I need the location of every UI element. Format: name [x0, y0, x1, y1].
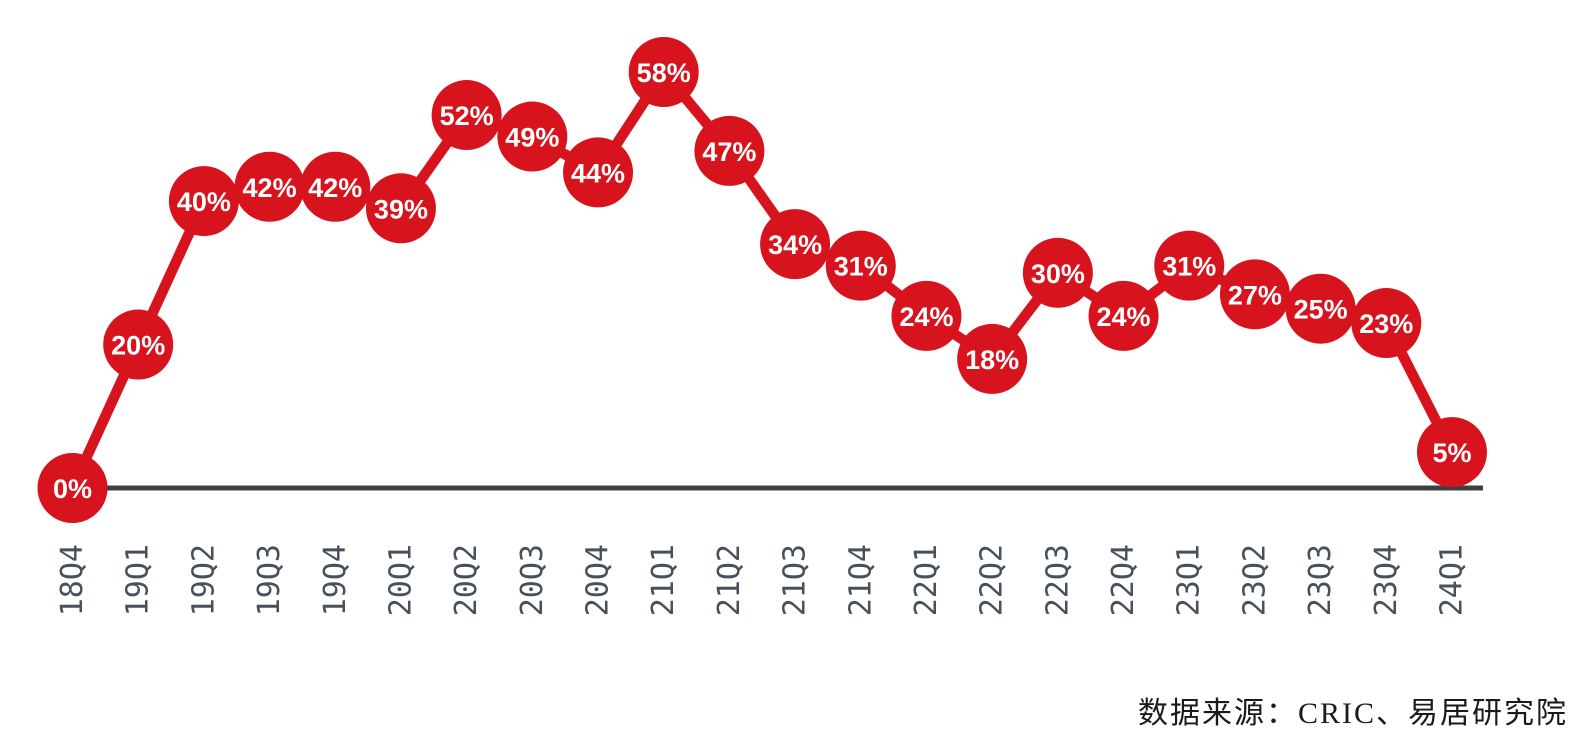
x-axis-tick-label: 19Q3 — [252, 544, 287, 616]
data-point-value: 24% — [899, 302, 953, 332]
data-point-marker — [628, 37, 699, 107]
data-point-value: 18% — [965, 345, 1019, 375]
data-point-value: 0% — [53, 474, 92, 504]
data-point-value: 5% — [1432, 438, 1471, 468]
data-point-marker — [1088, 280, 1159, 351]
x-axis-tick-label: 19Q1 — [121, 544, 156, 616]
x-axis-tick-label: 22Q3 — [1040, 544, 1075, 616]
data-point-marker — [694, 115, 765, 186]
data-point-marker — [300, 151, 371, 222]
x-axis-tick-label: 23Q4 — [1369, 544, 1404, 616]
data-point-value: 24% — [1097, 302, 1151, 332]
data-point-value: 40% — [177, 187, 231, 217]
data-point-value: 52% — [440, 101, 494, 131]
x-axis-tick-label: 19Q2 — [186, 544, 221, 616]
data-point-value: 30% — [1031, 259, 1085, 289]
x-axis-tick-label: 22Q1 — [909, 544, 944, 616]
data-point-marker — [957, 323, 1028, 394]
data-point-marker — [891, 280, 962, 351]
data-point-marker — [365, 173, 436, 244]
data-point-value: 23% — [1359, 309, 1413, 339]
data-point-marker — [1285, 273, 1356, 344]
x-axis-tick-label: 20Q1 — [383, 544, 418, 616]
data-point-value: 47% — [702, 137, 756, 167]
x-axis-tick-label: 20Q4 — [581, 544, 616, 616]
x-axis-tick-label: 22Q2 — [975, 544, 1010, 616]
x-axis-tick-label: 20Q3 — [515, 544, 550, 616]
data-point-marker — [103, 309, 174, 380]
data-point-marker — [234, 151, 305, 222]
x-axis-tick-label: 22Q4 — [1106, 544, 1141, 616]
data-point-marker — [1219, 259, 1290, 330]
data-point-value: 58% — [637, 58, 691, 88]
data-point-marker — [1351, 288, 1422, 359]
x-axis-tick-label: 23Q1 — [1172, 544, 1207, 616]
x-axis-tick-label: 20Q2 — [449, 544, 484, 616]
data-point-value: 27% — [1228, 280, 1282, 310]
data-point-value: 34% — [768, 230, 822, 260]
data-point-value: 42% — [243, 173, 297, 203]
x-axis-tick-label: 21Q2 — [712, 544, 747, 616]
data-point-value: 49% — [505, 123, 559, 153]
data-point-marker — [1154, 230, 1225, 301]
x-axis-tick-label: 21Q1 — [646, 544, 681, 616]
data-point-value: 31% — [1162, 252, 1216, 282]
x-axis-tick-label: 21Q3 — [778, 544, 813, 616]
data-point-value: 39% — [374, 194, 428, 224]
x-axis-tick-label: 23Q2 — [1237, 544, 1272, 616]
data-point-marker — [497, 101, 568, 172]
data-point-marker — [37, 453, 108, 523]
data-point-value: 42% — [308, 173, 362, 203]
data-point-marker — [760, 209, 831, 280]
data-point-marker — [431, 80, 502, 151]
data-point-value: 44% — [571, 158, 625, 188]
x-axis-tick-label: 21Q4 — [843, 544, 878, 616]
x-axis-tick-label: 18Q4 — [55, 544, 90, 616]
data-point-marker — [825, 230, 896, 301]
data-point-marker — [1022, 237, 1093, 308]
data-point-marker — [1416, 417, 1487, 488]
data-point-value: 31% — [834, 252, 888, 282]
x-axis-tick-label: 23Q3 — [1303, 544, 1338, 616]
data-point-value: 20% — [111, 331, 165, 361]
source-note: 数据来源：CRIC、易居研究院 — [1137, 697, 1568, 730]
x-axis-tick-label: 24Q1 — [1434, 544, 1469, 616]
x-axis-tick-label: 19Q4 — [318, 544, 353, 616]
data-point-value: 25% — [1294, 295, 1348, 325]
data-point-marker — [563, 137, 634, 208]
data-point-marker — [168, 166, 239, 237]
